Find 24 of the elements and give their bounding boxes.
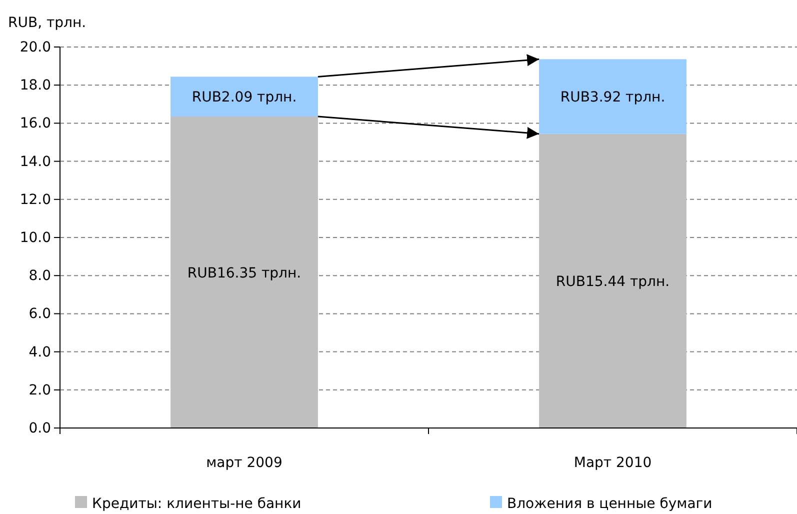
y-tick-label: 20.0 — [20, 39, 51, 56]
x-tick-label: Март 2010 — [574, 455, 652, 471]
bar — [170, 116, 318, 428]
y-tick-label: 4.0 — [28, 344, 51, 360]
y-tick-label: 0.0 — [28, 420, 51, 436]
data-label: RUB16.35 трлн. — [187, 265, 302, 282]
y-tick-label: 6.0 — [28, 306, 51, 322]
y-tick-label: 12.0 — [20, 192, 51, 208]
y-tick-label: 2.0 — [28, 382, 51, 398]
legend-label: Вложения в ценные бумаги — [507, 496, 712, 512]
y-tick-label: 18.0 — [20, 78, 51, 94]
bar — [539, 134, 686, 428]
y-tick-label: 10.0 — [20, 230, 51, 246]
bar — [539, 59, 686, 134]
y-axis-title: RUB, трлн. — [8, 15, 86, 31]
data-label: RUB2.09 трлн. — [192, 90, 297, 106]
y-tick-label: 8.0 — [28, 268, 51, 284]
data-label: RUB15.44 трлн. — [556, 274, 670, 290]
bar — [170, 76, 318, 117]
y-tick-label: 14.0 — [20, 154, 51, 170]
data-label: RUB3.92 трлн. — [560, 90, 666, 106]
legend-label: Кредиты: клиенты-не банки — [92, 496, 302, 512]
y-tick-label: 16.0 — [20, 116, 51, 132]
x-tick-label: март 2009 — [206, 455, 282, 471]
